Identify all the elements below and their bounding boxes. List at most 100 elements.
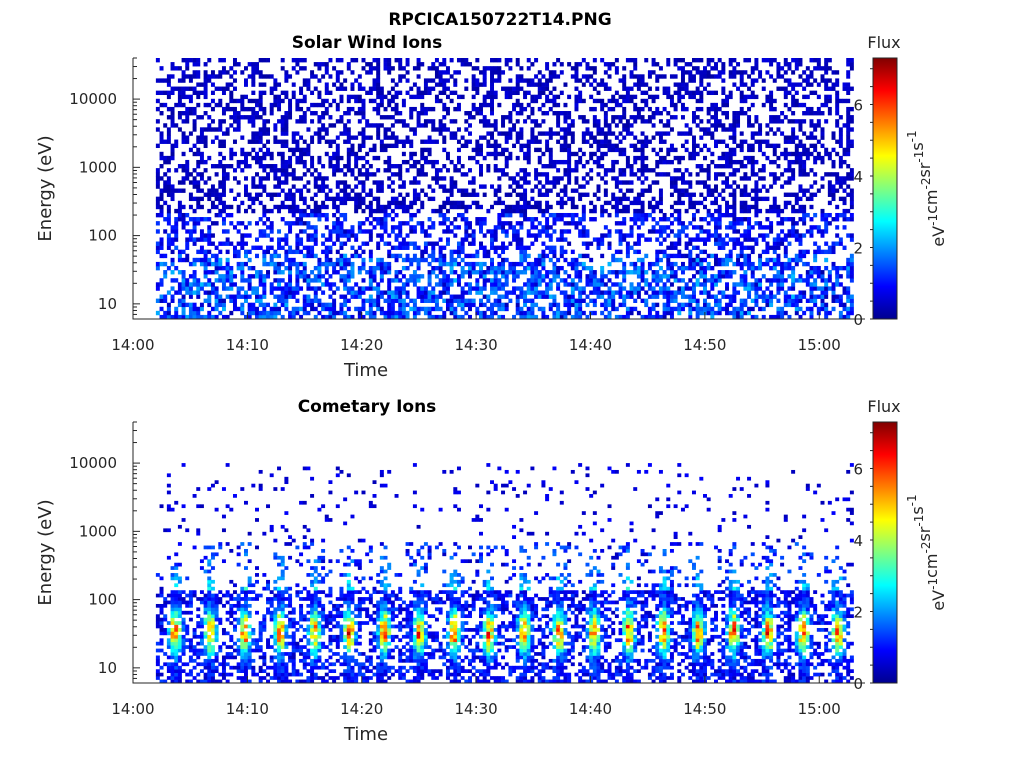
- heatmap-cell: [210, 261, 215, 267]
- heatmap-cell: [710, 253, 715, 259]
- heatmap-cell: [725, 200, 730, 206]
- heatmap-cell: [537, 200, 542, 206]
- heatmap-cell: [636, 233, 641, 238]
- heatmap-cell: [258, 94, 263, 100]
- heatmap-cell: [750, 155, 755, 161]
- heatmap-cell: [644, 155, 649, 161]
- heatmap-cell: [655, 159, 660, 165]
- heatmap-cell: [232, 176, 237, 181]
- heatmap-cell: [207, 257, 212, 263]
- heatmap-cell: [651, 147, 656, 153]
- heatmap-cell: [277, 102, 282, 108]
- heatmap-cell: [225, 212, 230, 218]
- heatmap-cell: [449, 184, 454, 189]
- heatmap-cell: [508, 90, 513, 96]
- heatmap-cell: [725, 257, 730, 263]
- heatmap-cell: [600, 176, 605, 181]
- heatmap-cell: [273, 310, 278, 316]
- heatmap-cell: [699, 94, 704, 100]
- heatmap-cell: [306, 188, 311, 193]
- heatmap-cell: [412, 131, 417, 136]
- heatmap-cell: [163, 294, 168, 299]
- heatmap-cell: [523, 302, 528, 308]
- heatmap-cell: [416, 257, 421, 263]
- heatmap-cell: [581, 265, 586, 271]
- heatmap-cell: [181, 139, 186, 144]
- heatmap-cell: [196, 204, 201, 210]
- heatmap-cell: [523, 294, 528, 299]
- heatmap-cell: [258, 159, 263, 165]
- heatmap-cell: [728, 257, 733, 263]
- heatmap-cell: [490, 286, 494, 291]
- heatmap-cell: [232, 168, 237, 173]
- heatmap-cell: [739, 314, 744, 320]
- heatmap-cell: [203, 78, 208, 83]
- heatmap-cell: [295, 176, 300, 181]
- heatmap-cell: [479, 290, 483, 295]
- heatmap-cell: [453, 225, 458, 230]
- heatmap-cell: [651, 168, 656, 173]
- heatmap-cell: [710, 151, 715, 157]
- heatmap-cell: [262, 74, 267, 79]
- heatmap-cell: [633, 135, 638, 140]
- heatmap-cell: [497, 294, 502, 299]
- heatmap-cell: [530, 233, 535, 238]
- heatmap-cell: [603, 86, 608, 91]
- heatmap-cell: [423, 249, 428, 255]
- heatmap-cell: [688, 172, 693, 177]
- heatmap-cell: [497, 74, 502, 79]
- heatmap-cell: [545, 111, 550, 116]
- heatmap-cell: [412, 151, 417, 157]
- heatmap-cell: [622, 274, 627, 279]
- heatmap-cell: [221, 229, 226, 234]
- heatmap-cell: [714, 310, 718, 316]
- heatmap-cell: [636, 106, 641, 112]
- heatmap-cell: [247, 310, 252, 316]
- heatmap-cell: [504, 290, 509, 295]
- heatmap-cell: [673, 274, 678, 279]
- heatmap-cell: [280, 204, 285, 210]
- heatmap-cell: [166, 233, 171, 238]
- heatmap-cell: [313, 233, 318, 238]
- heatmap-cell: [210, 70, 215, 75]
- heatmap-cell: [490, 143, 494, 149]
- heatmap-cell: [434, 74, 439, 79]
- heatmap-cell: [434, 70, 439, 75]
- heatmap-cell: [456, 302, 461, 308]
- heatmap-cell: [390, 229, 395, 234]
- heatmap-cell: [460, 62, 465, 67]
- heatmap-cell: [185, 168, 190, 173]
- heatmap-cell: [247, 257, 252, 263]
- heatmap-cell: [662, 139, 667, 144]
- heatmap-cell: [490, 310, 494, 316]
- heatmap-cell: [721, 86, 726, 91]
- heatmap-cell: [559, 147, 564, 153]
- heatmap-cell: [504, 221, 509, 226]
- heatmap-cell: [471, 94, 476, 100]
- heatmap-cell: [545, 245, 550, 250]
- heatmap-cell: [479, 147, 483, 153]
- heatmap-cell: [284, 302, 289, 308]
- heatmap-cell: [251, 131, 256, 136]
- heatmap-cell: [416, 62, 421, 67]
- heatmap-cell: [552, 62, 557, 67]
- heatmap-cell: [596, 139, 601, 144]
- heatmap-cell: [515, 74, 520, 79]
- heatmap-cell: [185, 221, 190, 226]
- heatmap-cell: [471, 302, 476, 308]
- heatmap-cell: [607, 147, 612, 153]
- heatmap-cell: [703, 86, 707, 91]
- heatmap-cell: [390, 98, 395, 104]
- heatmap-cell: [383, 290, 388, 295]
- heatmap-cell: [633, 102, 638, 108]
- heatmap-cell: [680, 290, 685, 295]
- heatmap-cell: [519, 286, 524, 291]
- heatmap-cell: [299, 86, 304, 91]
- heatmap-cell: [647, 314, 652, 320]
- heatmap-cell: [196, 188, 201, 193]
- heatmap-cell: [405, 62, 410, 67]
- heatmap-cell: [170, 229, 175, 234]
- heatmap-cell: [262, 261, 267, 267]
- heatmap-cell: [703, 241, 707, 246]
- heatmap-cell: [625, 204, 630, 210]
